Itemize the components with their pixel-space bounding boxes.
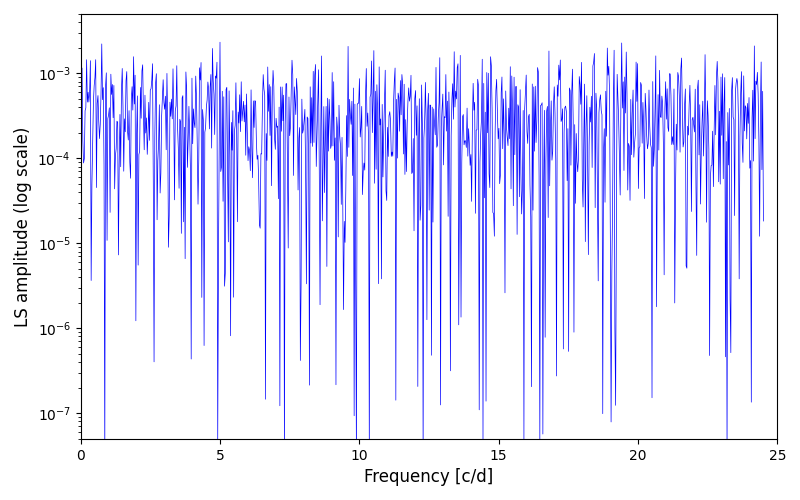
X-axis label: Frequency [c/d]: Frequency [c/d] — [364, 468, 494, 486]
Y-axis label: LS amplitude (log scale): LS amplitude (log scale) — [14, 126, 32, 326]
